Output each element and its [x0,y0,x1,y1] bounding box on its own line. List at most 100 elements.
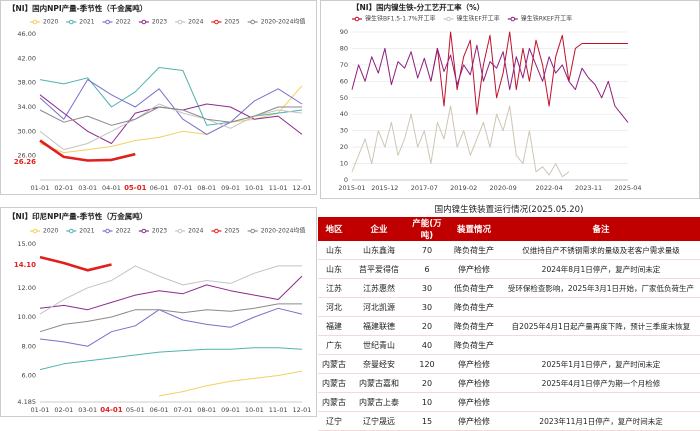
table-cell: 120 [408,354,446,374]
table-cell: 奈曼经安 [350,354,408,374]
y-tick-label: 12.00 [17,284,36,292]
y-tick-label: 38.00 [17,79,36,87]
table-title: 国内镍生铁装置运行情况(2025.05.20) [434,205,584,215]
y-tick-label: 42.00 [17,54,36,62]
header-cell: 企业 [350,217,408,241]
y-tick-label: 30 [340,127,348,135]
table-cell: 70 [408,241,446,260]
table-cell: 低负荷生产 [446,278,502,298]
legend-label: 2020 [43,228,58,235]
table-cell: 莒平爱得信 [350,259,408,279]
y-tick-label: 50 [340,94,348,102]
table-cell [502,297,700,317]
series-line [39,94,303,144]
header-cell: 产能(万吨) [408,217,446,241]
table-row: 内蒙古 内蒙古嘉和 20 停产检修 2025年4月1日停产为期一个月检修 [318,373,700,393]
x-tick-label: 2019-02 [450,184,477,192]
table-cell: 降负荷生产 [446,316,502,336]
table-cell: 世纪青山 [350,335,408,355]
x-tick-label: 04-01 [100,406,123,414]
x-tick-label: 05-01 [126,406,145,414]
table-row: 内蒙古 奈曼经安 120 停产检修 2025年1月1日停产，复产时间未定 [318,354,700,374]
series-line [352,106,589,177]
series-line [39,103,303,151]
table-cell: 山东鑫海 [350,241,408,260]
table-cell: 30 [408,297,446,317]
table-cell: 降负荷生产 [446,241,502,260]
x-tick-label: 11-01 [269,184,288,192]
y-tick-label: 46.00 [17,30,36,38]
x-tick-label: 2025-04 [614,184,641,192]
table-cell: 山东 [318,259,350,279]
legend-label: 2020-2024均值 [261,227,306,235]
value-label: 26.26 [14,158,36,166]
x-tick-label: 2015-12 [371,184,398,192]
table-cell: 辽宁 [318,411,350,431]
x-tick-label: 08-01 [197,184,216,192]
y-tick-label: 34.00 [17,103,36,111]
y-tick-label: 6.00 [22,371,36,379]
table-cell: 内蒙古嘉和 [350,373,408,393]
series-line [39,275,303,311]
y-tick-label: 15.00 [17,240,36,248]
x-tick-label: 10-01 [245,184,264,192]
table-cell [502,335,700,355]
legend-marker [141,19,147,25]
y-tick-label: 40 [340,110,348,118]
x-tick-label: 09-01 [221,184,240,192]
series-line [351,44,629,123]
panel-frame [320,0,700,199]
series-line [39,307,303,347]
table-cell: 15 [408,411,446,431]
x-tick-label: 09-01 [221,406,240,414]
table-cell: 20 [408,316,446,336]
series-line [39,67,303,126]
table-cell: 20 [408,373,446,393]
series-line [39,265,302,315]
table-row: 河北 河北凯源 30 降负荷生产 [318,297,700,317]
series-line [430,31,628,115]
series-line [39,79,303,135]
legend-label: 2020 [43,19,58,26]
table-row: 广东 世纪青山 40 降负荷生产 [318,335,700,355]
legend-marker [250,19,255,25]
x-tick-label: 06-01 [150,184,169,192]
table-cell: 河北 [318,297,350,317]
table-cell: 停产检修 [446,259,502,279]
table-cell: 广东 [318,335,350,355]
legend-marker [68,228,74,234]
table-row: 山东 山东鑫海 70 降负荷生产 仅维持自产不锈钢需求的量级及老客户需求量级 [318,241,700,260]
legend-marker [177,228,183,234]
chart-title: 【NI】国内NPI产量-季节性（千金属吨） [8,3,147,13]
table-cell: 2025年4月1日停产为期一个月检修 [502,373,700,393]
legend-label: 2025 [224,228,239,235]
series-line [39,303,302,333]
x-tick-label: 06-01 [150,406,169,414]
legend-marker [510,16,516,22]
table-cell: 10 [408,392,446,412]
legend-marker [177,19,183,25]
x-tick-label: 2020-09 [490,184,517,192]
table-row: 内蒙古 内蒙古上泰 10 停产检修 [318,392,700,412]
x-tick-label: 08-01 [197,406,216,414]
table-cell: 江苏 [318,278,350,298]
legend-label: 2022 [116,19,131,26]
table-cell: 河北凯源 [350,297,408,317]
legend-label: 2023 [152,228,167,235]
table-cell: 内蒙古 [318,373,350,393]
header-cell: 装置情况 [446,217,502,241]
table-cell: 30 [408,278,446,298]
y-tick-label: 30.00 [17,127,36,135]
x-tick-label: 07-01 [173,184,192,192]
y-tick-label: 10 [340,160,348,168]
table-row: 福建 福建联德 20 降负荷生产 自2025年4月1日起产量再度下降，预计三季度末恢复 [318,316,700,336]
panel-frame [0,0,317,195]
y-tick-label: 60 [340,77,348,85]
x-tick-label: 2023-11 [575,184,602,192]
y-tick-label: 4.185 [17,398,36,406]
legend-label: 2024 [188,228,203,235]
table-cell: 仅维持自产不锈钢需求的量级及老客户需求量级 [502,241,700,260]
x-tick-label: 11-01 [269,406,288,414]
x-tick-label: 01-01 [31,406,50,414]
table-cell: 2024年8月1日停产，复产时间未定 [502,259,700,279]
